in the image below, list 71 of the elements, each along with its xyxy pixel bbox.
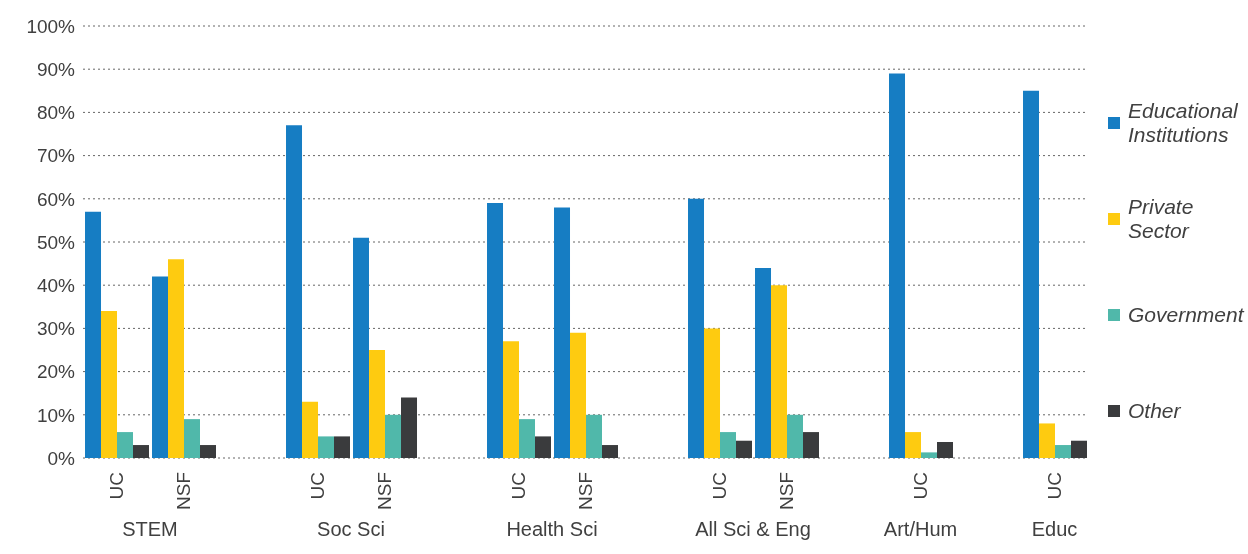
bar <box>937 442 954 458</box>
text: Educ <box>1031 518 1078 540</box>
y-tick-label: 80% <box>36 102 76 124</box>
y-tick-label: 30% <box>36 318 76 340</box>
bar <box>302 401 319 458</box>
x-tick-label: NSF <box>776 472 797 510</box>
x-tick-label: UC <box>508 472 529 500</box>
bar <box>200 445 217 458</box>
bar <box>905 432 922 458</box>
y-tick-label: 60% <box>36 188 76 210</box>
bar <box>184 419 201 458</box>
bar <box>318 436 335 458</box>
y-tick-label: 0% <box>47 447 76 469</box>
bar <box>535 436 552 458</box>
bar <box>503 341 520 458</box>
y-tick-label: 90% <box>36 58 76 80</box>
bar <box>85 211 102 458</box>
legend-label: Private Sector <box>1128 195 1195 243</box>
y-tick-label: 40% <box>36 274 76 296</box>
y-tick-label: 20% <box>36 361 76 383</box>
x-tick-label: UC <box>1044 472 1065 500</box>
legend-label: Other <box>1128 399 1181 423</box>
bar <box>152 276 169 458</box>
bar <box>286 125 303 458</box>
bar <box>688 198 705 458</box>
bar <box>133 445 150 458</box>
bar <box>385 414 402 458</box>
legend-label: Government <box>1128 303 1244 327</box>
y-tick-label: 70% <box>36 145 76 167</box>
x-tick-label: UC <box>307 472 328 500</box>
bar <box>334 436 351 458</box>
x-tick-label: UC <box>106 472 127 500</box>
text: All Sci & Eng <box>694 518 812 541</box>
bar <box>1023 90 1040 458</box>
bar <box>1055 445 1072 458</box>
x-tick-label: NSF <box>374 472 395 510</box>
bar <box>519 419 536 458</box>
bar <box>554 207 571 458</box>
y-tick-label: 100% <box>26 15 76 37</box>
bar <box>1071 440 1088 458</box>
text: STEM <box>121 518 179 541</box>
bar <box>755 267 772 458</box>
bar <box>736 440 753 458</box>
y-tick-label: 50% <box>36 231 76 253</box>
bar <box>168 259 185 458</box>
bar <box>602 445 619 458</box>
text: Art/Hum <box>882 518 959 541</box>
x-tick-label: NSF <box>173 472 194 510</box>
bar <box>704 328 721 458</box>
bar <box>101 311 118 458</box>
bar <box>921 452 938 458</box>
text: Soc Sci <box>316 518 386 541</box>
bar <box>771 285 788 458</box>
x-tick-label: UC <box>910 472 931 500</box>
bar <box>570 332 587 458</box>
bar <box>720 432 737 458</box>
x-tick-label: UC <box>709 472 730 500</box>
bar <box>803 432 820 458</box>
text: Health Sci <box>505 518 599 541</box>
x-tick-label: NSF <box>575 472 596 510</box>
bar <box>787 414 804 458</box>
bar <box>353 237 370 458</box>
bar <box>586 414 603 458</box>
bar <box>401 397 418 458</box>
y-tick-label: 10% <box>36 404 76 426</box>
legend-label: Educational Institutions <box>1128 99 1239 147</box>
bar <box>487 203 504 458</box>
bar <box>1039 423 1056 458</box>
bar <box>369 350 386 458</box>
bar <box>117 432 134 458</box>
bar <box>889 73 906 458</box>
